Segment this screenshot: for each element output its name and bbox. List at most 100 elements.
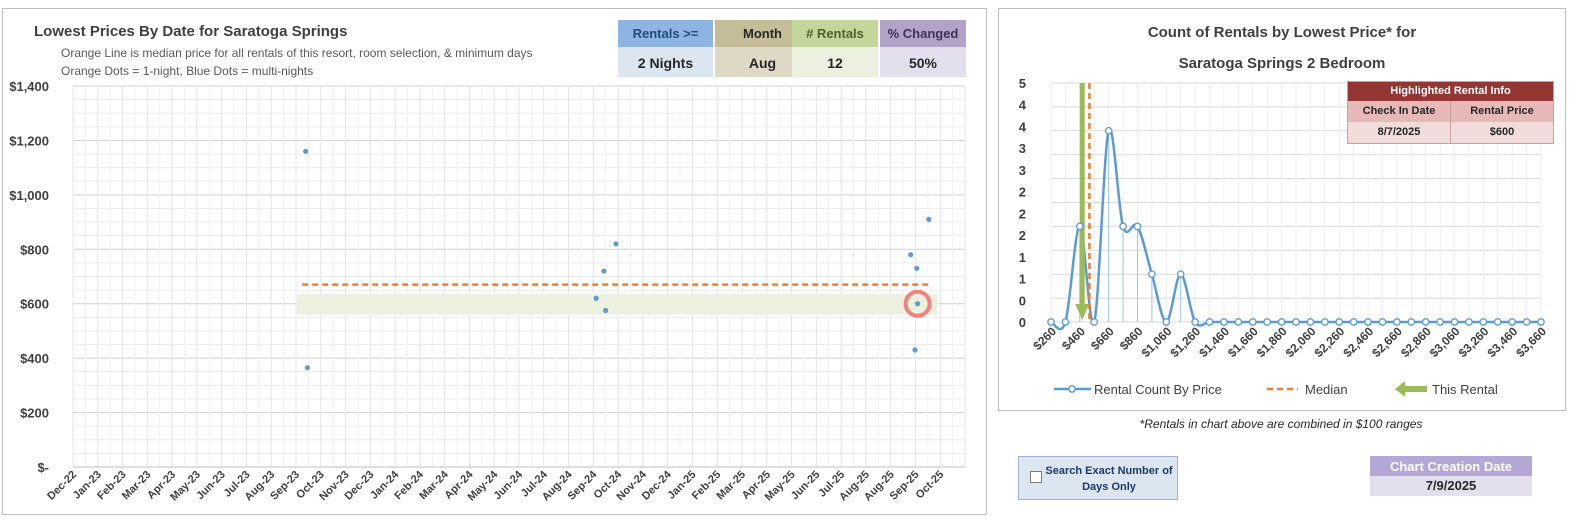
count-point — [1292, 318, 1300, 326]
y-tick-label: 4 — [1019, 98, 1027, 113]
price-point — [593, 295, 599, 301]
x-tick-label: $3,660 — [1513, 324, 1549, 360]
count-point — [1104, 126, 1113, 135]
kpi-rentals-min: Rentals >= 2 Nights — [618, 20, 713, 77]
kpi-value: 12 — [792, 47, 878, 77]
y-tick-label: $- — [37, 460, 49, 475]
y-tick-label: 0 — [1019, 293, 1026, 308]
x-tick-label: $2,260 — [1312, 324, 1348, 360]
count-point — [1465, 318, 1473, 326]
count-point — [1407, 318, 1416, 326]
this-rental-arrow-head — [1075, 304, 1090, 320]
count-point — [1133, 222, 1142, 231]
left-chart-subtitle-2: Orange Dots = 1-night, Blue Dots = multi… — [61, 64, 314, 78]
x-tick-label: $1,460 — [1196, 324, 1232, 360]
y-tick-label: 2 — [1019, 206, 1026, 221]
y-tick-label: $1,400 — [9, 79, 49, 94]
check-in-value: 8/7/2025 — [1348, 122, 1451, 143]
x-tick-label: $3,260 — [1456, 324, 1492, 360]
rental-price-header: Rental Price — [1451, 101, 1553, 122]
count-point — [1479, 318, 1488, 326]
count-point — [1306, 318, 1315, 326]
count-point — [1248, 318, 1257, 326]
x-tick-label: $3,460 — [1484, 324, 1520, 360]
x-tick-label: $260 — [1030, 324, 1059, 353]
kpi-label: Rentals >= — [618, 20, 713, 47]
count-point — [1090, 318, 1099, 326]
y-tick-label: 0 — [1019, 315, 1026, 330]
y-tick-label: 5 — [1019, 76, 1026, 91]
count-point — [1047, 318, 1055, 326]
price-band — [297, 294, 938, 315]
chart-creation-date: Chart Creation Date 7/9/2025 — [1370, 456, 1532, 496]
count-point — [1393, 318, 1401, 326]
y-tick-label: $1,200 — [9, 133, 49, 148]
count-point — [1349, 318, 1358, 326]
count-point — [1148, 270, 1156, 279]
count-point — [1522, 318, 1531, 326]
x-tick-label: $2,060 — [1283, 324, 1319, 360]
count-point — [1220, 318, 1228, 326]
price-point — [613, 241, 619, 247]
x-tick-label: Oct-25 — [914, 469, 947, 502]
left-chart-title: Lowest Prices By Date for Saratoga Sprin… — [34, 23, 348, 40]
legend-series-label: Rental Count By Price — [1094, 382, 1222, 397]
price-by-date-panel: Lowest Prices By Date for Saratoga Sprin… — [2, 8, 987, 515]
y-tick-label: 2 — [1019, 185, 1026, 200]
count-point — [1061, 318, 1070, 326]
x-tick-label: $2,860 — [1398, 324, 1434, 360]
y-tick-label: $600 — [20, 297, 49, 312]
legend-median-label: Median — [1305, 382, 1348, 397]
price-count-panel: Count of Rentals by Lowest Price* for Sa… — [998, 8, 1566, 411]
search-exact-days-checkbox[interactable] — [1030, 471, 1042, 483]
count-point — [1263, 318, 1272, 326]
right-chart-title-2: Saratoga Springs 2 Bedroom — [1178, 55, 1386, 72]
count-point — [1320, 318, 1329, 326]
count-point — [1119, 222, 1127, 231]
count-point — [1537, 318, 1545, 326]
y-tick-label: 1 — [1019, 272, 1026, 287]
price-point — [912, 347, 918, 353]
rental-price-value: $600 — [1451, 122, 1553, 143]
y-tick-label: 2 — [1019, 228, 1026, 243]
count-point — [1364, 318, 1372, 326]
price-scatter-chart: $-$200$400$600$800$1,000$1,200$1,400Dec-… — [9, 79, 966, 503]
count-point — [1205, 318, 1214, 326]
search-exact-days-option[interactable]: Search Exact Number of Days Only — [1018, 456, 1178, 500]
x-tick-label: Jun-24 — [492, 468, 526, 502]
count-point — [1162, 318, 1171, 326]
count-point — [1493, 318, 1502, 326]
price-point — [601, 268, 607, 274]
highlighted-rental-title: Highlighted Rental Info — [1348, 82, 1553, 101]
price-point — [304, 365, 311, 371]
y-tick-label: 4 — [1019, 119, 1027, 134]
count-point — [1436, 318, 1444, 326]
x-tick-label: $660 — [1088, 324, 1117, 353]
x-tick-label: $1,660 — [1225, 324, 1261, 360]
search-exact-days-label: Search Exact Number of Days Only — [1045, 465, 1173, 493]
y-tick-label: 3 — [1019, 163, 1026, 178]
kpi-label: # Rentals — [792, 20, 878, 47]
count-point — [1075, 222, 1084, 231]
chart-creation-date-value: 7/9/2025 — [1370, 476, 1532, 496]
x-tick-label: $2,660 — [1369, 324, 1405, 360]
x-tick-label: $1,860 — [1254, 324, 1290, 360]
y-tick-label: $200 — [20, 406, 49, 421]
legend-series-marker — [1068, 385, 1076, 393]
x-tick-label: $2,460 — [1340, 324, 1376, 360]
count-point — [1508, 318, 1517, 326]
price-point — [926, 216, 932, 222]
count-point — [1234, 318, 1243, 326]
kpi-label: % Changed — [880, 20, 966, 47]
price-point — [603, 307, 609, 314]
price-point — [914, 301, 921, 307]
price-point — [914, 265, 920, 271]
price-point — [303, 148, 309, 154]
count-point — [1191, 318, 1199, 326]
count-point — [1450, 318, 1459, 326]
count-point — [1378, 318, 1387, 326]
y-tick-label: $1,000 — [9, 188, 49, 203]
right-chart-title-1: Count of Rentals by Lowest Price* for — [1147, 24, 1417, 41]
check-in-header: Check In Date — [1348, 101, 1451, 122]
